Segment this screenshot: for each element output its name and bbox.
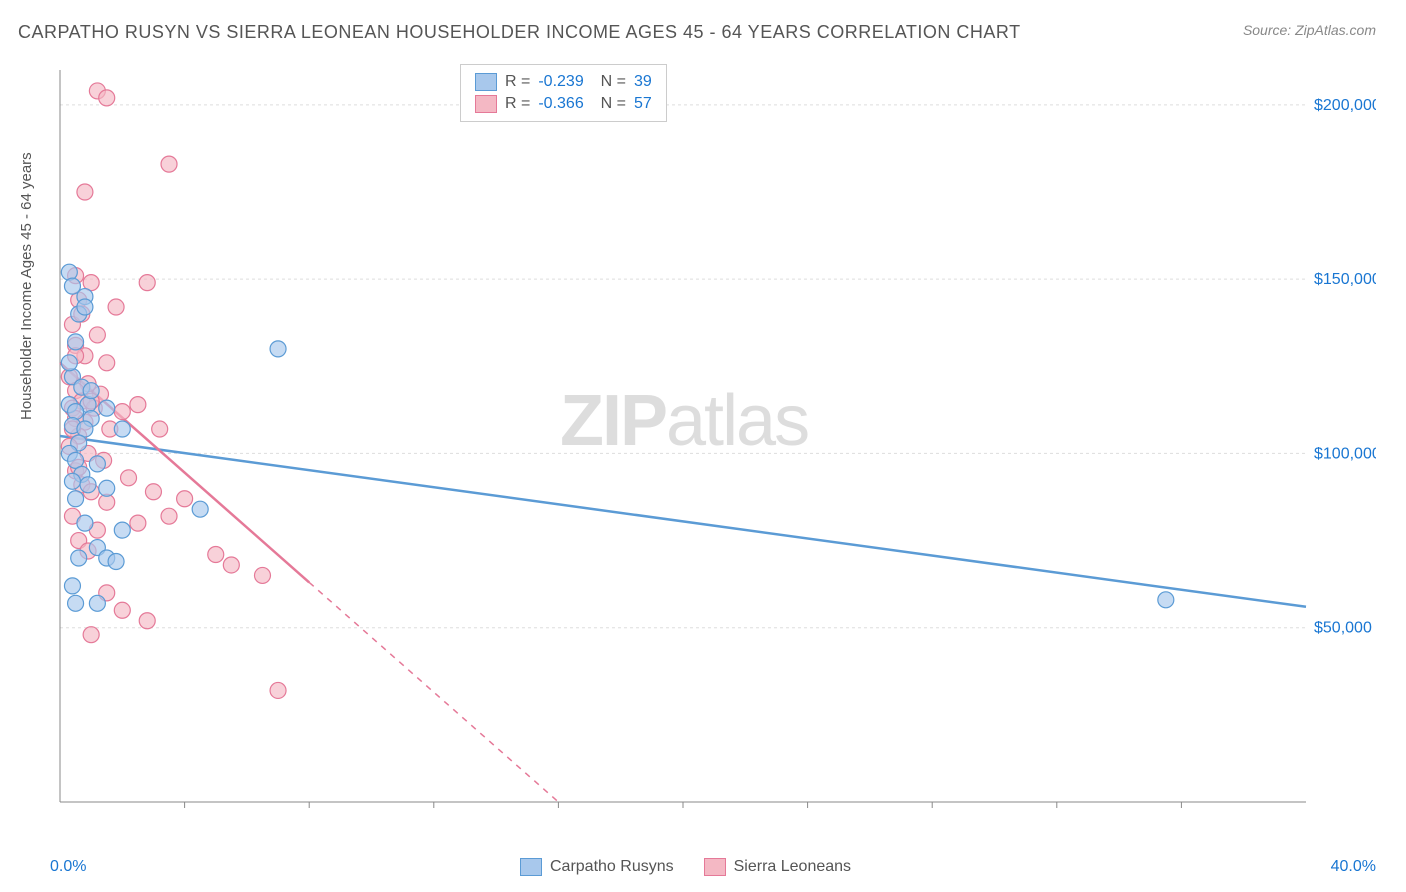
- source-label: Source: ZipAtlas.com: [1243, 22, 1376, 38]
- legend-item: Sierra Leoneans: [704, 858, 851, 876]
- stat-n-value: 39: [634, 73, 652, 91]
- stat-r-value: -0.366: [538, 95, 583, 113]
- legend-label: Carpatho Rusyns: [550, 858, 674, 876]
- x-axis-end: 40.0%: [1331, 858, 1376, 876]
- swatch-icon: [475, 73, 497, 91]
- svg-text:$150,000: $150,000: [1314, 271, 1376, 288]
- svg-text:$50,000: $50,000: [1314, 620, 1372, 637]
- chart-title: CARPATHO RUSYN VS SIERRA LEONEAN HOUSEHO…: [18, 22, 1021, 43]
- stat-n-value: 57: [634, 95, 652, 113]
- scatter-plot: $50,000 $100,000 $150,000 $200,000: [50, 60, 1376, 832]
- swatch-icon: [520, 858, 542, 876]
- legend-item: Carpatho Rusyns: [520, 858, 674, 876]
- x-axis-start: 0.0%: [50, 858, 86, 876]
- stat-r-label: R =: [505, 73, 530, 91]
- legend-label: Sierra Leoneans: [734, 858, 851, 876]
- stats-row: R = -0.366 N = 57: [475, 93, 652, 115]
- y-axis-label: Householder Income Ages 45 - 64 years: [18, 152, 35, 420]
- svg-text:$100,000: $100,000: [1314, 445, 1376, 462]
- stats-row: R = -0.239 N = 39: [475, 71, 652, 93]
- stat-r-label: R =: [505, 95, 530, 113]
- series-legend: Carpatho Rusyns Sierra Leoneans: [520, 858, 851, 876]
- svg-text:$200,000: $200,000: [1314, 97, 1376, 114]
- stat-r-value: -0.239: [538, 73, 583, 91]
- swatch-icon: [475, 95, 497, 113]
- chart-area: $50,000 $100,000 $150,000 $200,000: [50, 60, 1376, 832]
- swatch-icon: [704, 858, 726, 876]
- stat-n-label: N =: [592, 73, 626, 91]
- stats-legend: R = -0.239 N = 39 R = -0.366 N = 57: [460, 64, 667, 122]
- stat-n-label: N =: [592, 95, 626, 113]
